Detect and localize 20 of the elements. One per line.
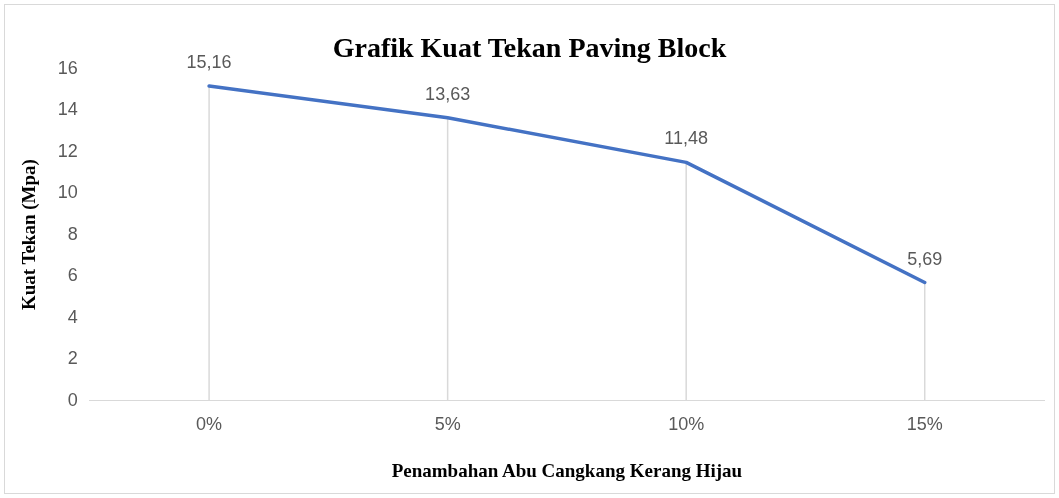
y-tick-label: 6 [67, 265, 78, 286]
x-axis-title: Penambahan Abu Cangkang Kerang Hijau [391, 459, 743, 481]
y-tick-label: 14 [57, 99, 78, 120]
y-tick-label: 0 [67, 389, 78, 410]
y-tick-label: 10 [57, 182, 78, 203]
y-axis-title: Kuat Tekan (Mpa) [18, 159, 41, 311]
y-tick-label: 4 [67, 306, 78, 327]
y-tick-label: 2 [67, 348, 78, 369]
data-label: 13,63 [425, 83, 471, 104]
data-label: 15,16 [186, 52, 232, 72]
x-tick-label: 15% [906, 414, 943, 435]
y-tick-label: 16 [57, 57, 78, 78]
x-tick-label: 10% [668, 414, 705, 435]
x-tick-label: 0% [196, 414, 223, 435]
data-label: 11,48 [664, 128, 709, 149]
x-tick-label: 5% [434, 414, 461, 435]
y-tick-label: 8 [67, 223, 78, 244]
chart-title: Grafik Kuat Tekan Paving Block [332, 32, 727, 64]
y-tick-label: 12 [57, 140, 78, 161]
data-label: 5,69 [907, 248, 943, 269]
